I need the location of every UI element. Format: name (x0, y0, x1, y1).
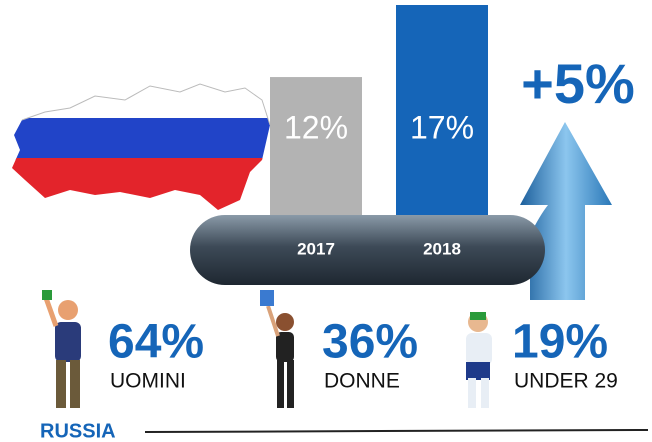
category-label: 2017 (297, 239, 335, 258)
stat-value: 64% (108, 316, 204, 369)
stat-label: DONNE (324, 370, 400, 393)
bar-value-label: 12% (284, 109, 348, 145)
footer-label: RUSSIA (40, 420, 116, 442)
category-label: 2018 (423, 239, 461, 258)
figure-man (42, 290, 81, 408)
pipe (190, 215, 545, 285)
change-annotation: +5% (521, 52, 635, 115)
figure-woman (260, 290, 294, 408)
russia-map (12, 84, 270, 210)
figure-youth (466, 312, 492, 408)
bar (396, 5, 488, 250)
russia-outline (21, 83, 271, 126)
bar-value-label: 17% (410, 109, 474, 145)
footer-rule (144, 429, 649, 433)
stat-label: UOMINI (110, 370, 186, 393)
stat-value: 19% (512, 316, 608, 369)
stat-label: UNDER 29 (514, 370, 618, 393)
stat-value: 36% (322, 316, 418, 369)
